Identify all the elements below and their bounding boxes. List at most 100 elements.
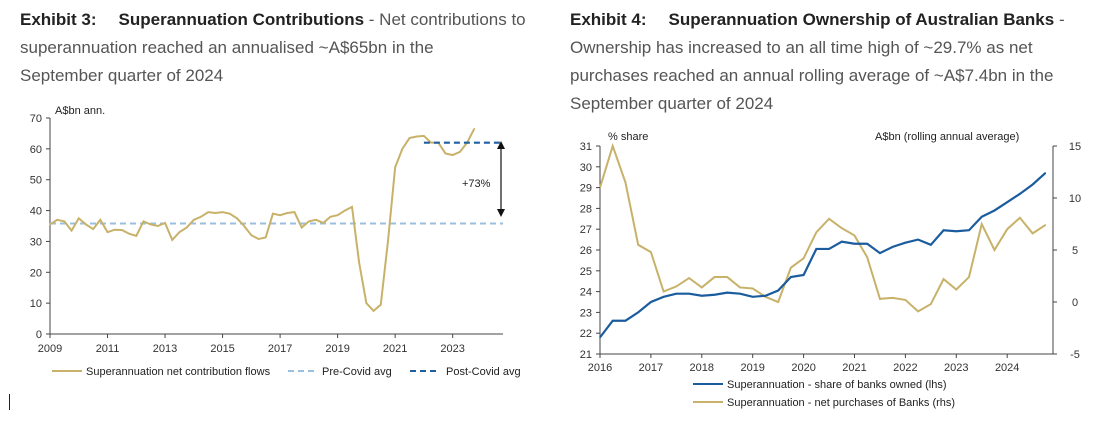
legend-label-purchases: Superannuation - net purchases of Banks … bbox=[727, 397, 955, 409]
exhibit3-header: Exhibit 3: Superannuation Contributions -… bbox=[20, 6, 540, 90]
text-cursor bbox=[9, 394, 10, 410]
net-purchases-point bbox=[968, 276, 970, 278]
left-tick-label: 27 bbox=[580, 224, 592, 236]
x-tick-label: 2022 bbox=[893, 362, 917, 374]
left-tick-label: 30 bbox=[580, 162, 592, 174]
arrow-head-up bbox=[497, 141, 505, 149]
contribution-point bbox=[401, 148, 404, 150]
x-tick-label: 2021 bbox=[383, 343, 407, 355]
contribution-point bbox=[315, 219, 317, 221]
arrow-head-down bbox=[497, 209, 505, 217]
contribution-point bbox=[444, 152, 447, 155]
exhibit4-desc-line3: September quarter of 2024 bbox=[570, 94, 774, 113]
contribution-point bbox=[473, 128, 476, 130]
ownership-chart: % share A$bn (rolling annual average) 21… bbox=[580, 131, 1081, 409]
net-purchases-point bbox=[675, 285, 678, 288]
net-purchases-point bbox=[930, 303, 932, 305]
contributions-chart: A$bn ann. 0 10 20 30 40 50 60 70 2009 2011 2013 201… bbox=[30, 105, 521, 378]
legend-label-share: Superannuation - share of banks owned (l… bbox=[727, 379, 947, 391]
share-owned-point bbox=[675, 292, 678, 295]
net-purchases-point bbox=[993, 249, 996, 251]
share-owned-point bbox=[637, 311, 639, 314]
left-tick-label: 31 bbox=[580, 141, 592, 153]
net-purchases-point bbox=[1031, 232, 1034, 235]
share-owned-point bbox=[764, 294, 767, 297]
net-purchases-point bbox=[904, 299, 907, 301]
x-tick-label: 2016 bbox=[588, 362, 612, 374]
contribution-point bbox=[344, 209, 346, 212]
y-tick-label: 40 bbox=[30, 206, 42, 218]
net-purchases-point bbox=[917, 310, 919, 313]
share-owned-point bbox=[968, 229, 970, 232]
x-tick-label: 2023 bbox=[944, 362, 968, 374]
y-tick-label: 60 bbox=[30, 144, 42, 156]
net-purchases-point bbox=[802, 257, 805, 260]
y-tick-label: 20 bbox=[30, 267, 42, 279]
share-owned-point bbox=[1044, 172, 1047, 174]
right-axis-label: A$bn (rolling annual average) bbox=[875, 131, 1019, 143]
left-tick-label: 22 bbox=[580, 328, 592, 340]
contribution-point bbox=[336, 214, 339, 216]
contribution-point bbox=[264, 236, 267, 239]
contribution-point bbox=[257, 238, 260, 240]
share-owned-point bbox=[853, 242, 856, 245]
contribution-point bbox=[185, 226, 188, 229]
net-purchases-point bbox=[688, 277, 690, 279]
share-owned-point bbox=[713, 293, 716, 296]
x-tick-label: 2024 bbox=[995, 362, 1019, 374]
contribution-point bbox=[56, 219, 58, 221]
share-owned-point bbox=[751, 296, 754, 298]
contribution-point bbox=[121, 229, 123, 231]
share-owned-point bbox=[840, 240, 843, 243]
contribution-point bbox=[387, 240, 389, 243]
net-purchases-point bbox=[700, 286, 703, 289]
x-tick-label: 2023 bbox=[440, 343, 464, 355]
x-tick-label: 2020 bbox=[791, 362, 815, 374]
exhibit3-dash: - bbox=[364, 10, 380, 29]
net-purchases-point bbox=[1019, 216, 1021, 219]
contribution-point bbox=[70, 229, 73, 232]
share-owned-point bbox=[700, 294, 703, 297]
contribution-point bbox=[128, 232, 130, 235]
contribution-point bbox=[322, 222, 325, 224]
x-tick-label: 2019 bbox=[740, 362, 764, 374]
net-purchases-point bbox=[751, 287, 754, 290]
x-tick-label: 2011 bbox=[96, 343, 120, 355]
contribution-point bbox=[171, 239, 174, 241]
contribution-point bbox=[286, 212, 289, 214]
net-purchases-line bbox=[599, 142, 1046, 313]
left-tick-label: 23 bbox=[580, 307, 592, 319]
contribution-point bbox=[113, 228, 116, 231]
net-purchases-point bbox=[879, 298, 881, 300]
contribution-point bbox=[365, 302, 368, 304]
x-tick-label: 2021 bbox=[842, 362, 866, 374]
contribution-point bbox=[77, 217, 80, 220]
net-purchases-point bbox=[942, 278, 945, 280]
legend-label-flows: Superannuation net contribution flows bbox=[86, 366, 271, 378]
share-owned-point bbox=[980, 215, 983, 218]
exhibit4-heading: Superannuation Ownership of Australian B… bbox=[668, 10, 1055, 29]
net-purchases-point bbox=[790, 266, 792, 269]
exhibit3-number: Exhibit 3: bbox=[20, 10, 97, 29]
left-tick-label: 26 bbox=[580, 245, 592, 257]
exhibit4-number: Exhibit 4: bbox=[570, 10, 647, 29]
contribution-point bbox=[178, 231, 181, 233]
net-purchases-point bbox=[853, 234, 856, 237]
contribution-point bbox=[200, 215, 202, 218]
net-purchases-point bbox=[955, 288, 958, 291]
net-purchases-point bbox=[866, 256, 869, 259]
share-owned-point bbox=[611, 319, 614, 322]
share-owned-point bbox=[650, 301, 652, 303]
share-owned-point bbox=[917, 238, 919, 241]
contribution-point bbox=[63, 220, 66, 223]
x-tick-label: 2013 bbox=[153, 343, 177, 355]
contribution-point bbox=[308, 220, 310, 223]
contribution-point bbox=[228, 212, 231, 215]
contribution-flows-line bbox=[49, 128, 476, 313]
share-owned-point bbox=[624, 319, 627, 322]
left-tick-label: 24 bbox=[580, 287, 592, 299]
contribution-point bbox=[451, 154, 454, 156]
share-owned-point bbox=[1031, 183, 1034, 186]
contribution-point bbox=[329, 215, 332, 218]
share-owned-point bbox=[662, 296, 665, 298]
